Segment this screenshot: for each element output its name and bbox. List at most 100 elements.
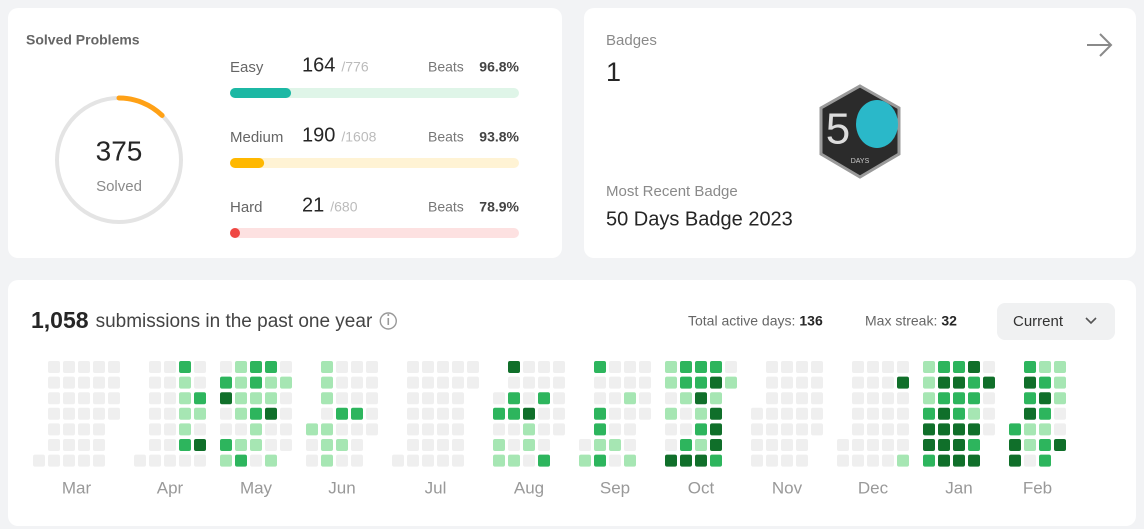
day-cell — [609, 439, 621, 451]
day-cell — [235, 454, 247, 467]
day-cell — [781, 407, 793, 420]
day-cell — [407, 439, 419, 451]
day-cell — [968, 454, 980, 467]
day-cell — [336, 439, 348, 451]
day-cell — [235, 361, 247, 373]
day-cell — [953, 392, 965, 405]
day-cell — [1039, 361, 1051, 373]
day-cell — [493, 423, 505, 436]
day-cell — [538, 392, 550, 405]
day-cell — [609, 454, 621, 467]
day-cell — [422, 407, 434, 420]
day-cell — [811, 423, 823, 436]
day-cell — [867, 376, 879, 389]
day-cell — [437, 439, 449, 451]
day-cell — [336, 454, 348, 467]
day-cell — [78, 423, 90, 436]
day-cell — [710, 407, 722, 420]
max-streak: 32 — [941, 313, 957, 329]
solved-caption: Solved — [96, 178, 142, 195]
day-cell — [553, 423, 565, 436]
day-cell — [882, 376, 894, 389]
day-cell — [508, 407, 520, 420]
day-cell — [867, 392, 879, 405]
day-cell — [164, 423, 176, 436]
day-cell — [280, 423, 292, 436]
info-icon[interactable] — [379, 312, 397, 330]
arrow-button[interactable] — [1087, 33, 1113, 57]
day-cell — [665, 423, 677, 436]
day-cell — [538, 407, 550, 420]
day-cell — [149, 439, 161, 451]
day-cell — [179, 392, 191, 405]
beats-label: Beats — [428, 199, 464, 215]
day-cell — [164, 454, 176, 467]
day-cell — [164, 376, 176, 389]
day-cell — [467, 376, 479, 389]
submission-caption: submissions in the past one year — [96, 311, 373, 332]
day-cell — [1024, 407, 1036, 420]
month-label: Nov — [772, 478, 803, 497]
month-label: Jan — [945, 478, 972, 497]
day-cell — [78, 454, 90, 467]
day-cell — [306, 439, 318, 451]
day-cell — [437, 376, 449, 389]
day-cell — [1039, 439, 1051, 451]
day-cell — [1024, 454, 1036, 467]
day-cell — [680, 454, 692, 467]
day-cell — [781, 361, 793, 373]
beats-label: Beats — [428, 129, 464, 145]
day-cell — [250, 439, 262, 451]
day-cell — [280, 407, 292, 420]
day-cell — [897, 423, 909, 436]
filter-dropdown[interactable]: Current — [997, 303, 1115, 340]
day-cell — [336, 361, 348, 373]
day-cell — [63, 361, 75, 373]
day-cell — [336, 376, 348, 389]
submission-count: 1,058 — [31, 307, 89, 333]
day-cell — [366, 423, 378, 436]
day-cell — [194, 361, 206, 373]
day-cell — [508, 439, 520, 451]
day-cell — [538, 423, 550, 436]
day-cell — [351, 376, 363, 389]
day-cell — [538, 361, 550, 373]
day-cell — [953, 454, 965, 467]
day-cell — [235, 376, 247, 389]
day-cell — [452, 439, 464, 451]
day-cell — [665, 376, 677, 389]
day-cell — [265, 454, 277, 467]
day-cell — [33, 454, 45, 467]
day-cell — [983, 423, 995, 436]
day-cell — [407, 376, 419, 389]
day-cell — [882, 423, 894, 436]
filter-label: Current — [1013, 313, 1064, 330]
day-cell — [938, 454, 950, 467]
day-cell — [751, 423, 763, 436]
month-label: Aug — [514, 478, 544, 497]
day-cell — [553, 392, 565, 405]
day-cell — [93, 407, 105, 420]
day-cell — [265, 361, 277, 373]
day-cell — [897, 376, 909, 389]
day-cell — [1024, 423, 1036, 436]
day-cell — [811, 376, 823, 389]
day-cell — [624, 361, 636, 373]
day-cell — [1054, 439, 1066, 451]
day-cell — [366, 376, 378, 389]
day-cell — [867, 439, 879, 451]
day-cell — [220, 361, 232, 373]
day-cell — [93, 423, 105, 436]
active-label: Total active days: — [688, 313, 795, 329]
day-cell — [538, 439, 550, 451]
day-cell — [48, 439, 60, 451]
day-cell — [695, 407, 707, 420]
day-cell — [852, 454, 864, 467]
badge-caption: DAYS — [851, 158, 870, 165]
day-cell — [493, 454, 505, 467]
day-cell — [710, 439, 722, 451]
day-cell — [710, 454, 722, 467]
day-cell — [680, 423, 692, 436]
day-cell — [665, 392, 677, 405]
day-cell — [695, 376, 707, 389]
